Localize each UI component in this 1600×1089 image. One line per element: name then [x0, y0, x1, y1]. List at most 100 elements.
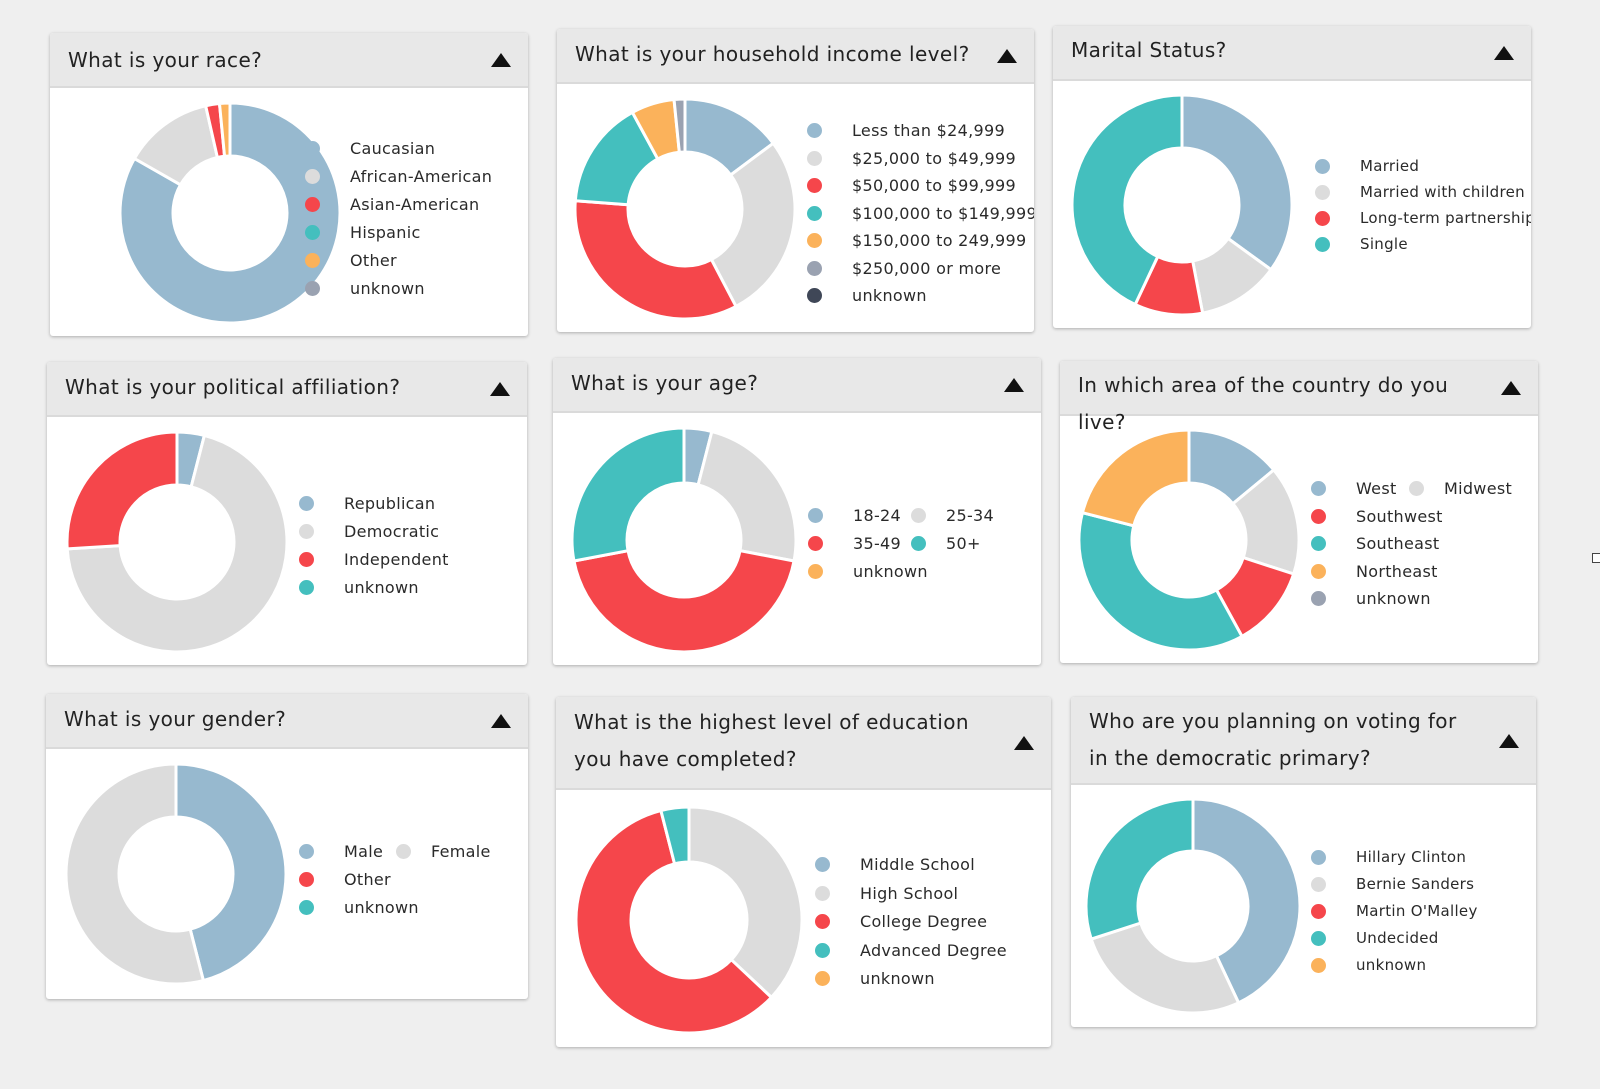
slice-northeast[interactable] [1080, 428, 1191, 528]
legend-item-single[interactable]: Single [1315, 235, 1408, 253]
legend-item-advanced-degree[interactable]: Advanced Degree [815, 941, 1007, 960]
slice-female[interactable] [64, 762, 206, 986]
legend-item-republican[interactable]: Republican [299, 494, 435, 513]
slice-advanced-degree[interactable] [659, 805, 691, 866]
legend-item-25-34[interactable]: 25-34 [911, 506, 994, 525]
legend-dot [1311, 903, 1326, 919]
legend-label: $100,000 to $149,999 [852, 203, 1034, 223]
collapse-button[interactable] [490, 51, 514, 71]
legend-label: Male [344, 842, 384, 861]
donut-chart [570, 426, 798, 654]
slice-250-000-or-more[interactable] [672, 97, 687, 154]
legend-item-asian-american[interactable]: Asian-American [305, 195, 479, 214]
legend-label: Asian-American [350, 195, 480, 214]
legend-item-unknown[interactable]: unknown [299, 898, 419, 917]
legend-item-unknown[interactable]: unknown [1311, 956, 1426, 974]
slice-35-49[interactable] [572, 548, 796, 654]
legend-dot [299, 552, 314, 567]
legend-item-martin-o-malley[interactable]: Martin O'Malley [1311, 902, 1478, 920]
legend-dot [299, 496, 314, 511]
slice-high-school[interactable] [687, 805, 804, 1000]
slice-25-000-to-49-999[interactable] [709, 141, 797, 309]
legend-item-unknown[interactable]: unknown [305, 279, 425, 298]
legend-item-female[interactable]: Female [396, 842, 491, 861]
legend-item-unknown[interactable]: unknown [815, 969, 935, 988]
legend-item-25-000-to-49-999[interactable]: $25,000 to $49,999 [807, 149, 1016, 168]
legend-item-college-degree[interactable]: College Degree [815, 912, 987, 931]
legend-item-caucasian[interactable]: Caucasian [305, 139, 435, 158]
collapse-button[interactable] [489, 380, 513, 400]
legend-item-democratic[interactable]: Democratic [299, 522, 439, 541]
legend-item-bernie-sanders[interactable]: Bernie Sanders [1311, 875, 1474, 893]
legend-item-hillary-clinton[interactable]: Hillary Clinton [1311, 848, 1466, 866]
legend-item-250-000-or-more[interactable]: $250,000 or more [807, 259, 1001, 278]
card-title: What is your race? [68, 48, 263, 72]
slice-single[interactable] [1070, 93, 1184, 307]
legend-dot [305, 253, 320, 268]
slice-caucasian[interactable] [118, 101, 342, 325]
slice-25-34[interactable] [696, 429, 798, 563]
legend-item-independent[interactable]: Independent [299, 550, 449, 569]
slice-hillary-clinton[interactable] [1191, 797, 1302, 1005]
legend-item-other[interactable]: Other [299, 870, 391, 889]
slice-southeast[interactable] [1077, 510, 1245, 652]
legend-label: Northeast [1356, 561, 1438, 581]
legend-item-southwest[interactable]: Southwest [1311, 507, 1443, 526]
legend-item-unknown[interactable]: unknown [299, 578, 419, 597]
triangle-up-icon [1014, 736, 1034, 750]
slice-male[interactable] [174, 762, 288, 983]
legend-item-unknown[interactable]: unknown [807, 286, 927, 305]
legend-item-hispanic[interactable]: Hispanic [305, 223, 421, 242]
card-title: What is your gender? [64, 707, 287, 731]
collapse-button[interactable] [1500, 379, 1524, 399]
slice-other[interactable] [217, 101, 232, 158]
legend-item-undecided[interactable]: Undecided [1311, 929, 1439, 947]
legend-item-high-school[interactable]: High School [815, 884, 958, 903]
legend-item-married-with-children[interactable]: Married with children [1315, 183, 1525, 201]
collapse-button[interactable] [1003, 376, 1027, 396]
legend-item-less-than-24-999[interactable]: Less than $24,999 [807, 121, 1005, 140]
legend-item-southeast[interactable]: Southeast [1311, 534, 1439, 553]
legend-dot [1409, 481, 1424, 496]
legend-item-northeast[interactable]: Northeast [1311, 562, 1438, 581]
slice-50[interactable] [570, 426, 686, 563]
legend-item-african-american[interactable]: African-American [305, 167, 492, 186]
legend-item-100-000-to-149-999[interactable]: $100,000 to $149,999 [807, 204, 1034, 223]
legend-label: $25,000 to $49,999 [852, 148, 1016, 168]
legend-item-18-24[interactable]: 18-24 [808, 506, 901, 525]
slice-50-000-to-99-999[interactable] [573, 199, 739, 321]
legend-item-50-000-to-99-999[interactable]: $50,000 to $99,999 [807, 176, 1016, 195]
slice-college-degree[interactable] [574, 808, 774, 1035]
collapse-button[interactable] [490, 712, 514, 732]
legend-item-male[interactable]: Male [299, 842, 383, 861]
legend-item-150-000-to-249-999[interactable]: $150,000 to 249,999 [807, 231, 1026, 250]
legend-dot [1315, 210, 1330, 226]
card-header: What is your household income level? [557, 29, 1034, 84]
collapse-button[interactable] [996, 47, 1020, 67]
slice-married[interactable] [1180, 93, 1294, 272]
chart-card: What is your gender? Male Female Other unkno… [46, 694, 528, 999]
collapse-button[interactable] [1013, 734, 1037, 754]
edge-handle[interactable] [1592, 553, 1600, 563]
legend-item-35-49[interactable]: 35-49 [808, 534, 901, 553]
legend-item-middle-school[interactable]: Middle School [815, 855, 975, 874]
legend-item-west[interactable]: West [1311, 479, 1397, 498]
legend-item-midwest[interactable]: Midwest [1409, 479, 1512, 498]
legend-item-50[interactable]: 50+ [911, 534, 981, 553]
slice-undecided[interactable] [1084, 797, 1195, 941]
legend-item-long-term-partnership[interactable]: Long-term partnership [1315, 209, 1531, 227]
legend-dot [305, 169, 320, 184]
collapse-button[interactable] [1498, 732, 1522, 752]
collapse-button[interactable] [1493, 44, 1517, 64]
legend-item-married[interactable]: Married [1315, 157, 1419, 175]
legend-item-unknown[interactable]: unknown [808, 562, 928, 581]
slice-bernie-sanders[interactable] [1089, 921, 1241, 1015]
legend-item-other[interactable]: Other [305, 251, 397, 270]
legend-item-unknown[interactable]: unknown [1311, 589, 1431, 608]
slice-independent[interactable] [65, 430, 179, 551]
legend-label: Female [431, 842, 491, 861]
slice-democratic[interactable] [65, 433, 289, 654]
legend-dot [815, 971, 830, 986]
chart-card: What is the highest level of education y… [556, 697, 1051, 1047]
legend-dot [807, 150, 822, 166]
